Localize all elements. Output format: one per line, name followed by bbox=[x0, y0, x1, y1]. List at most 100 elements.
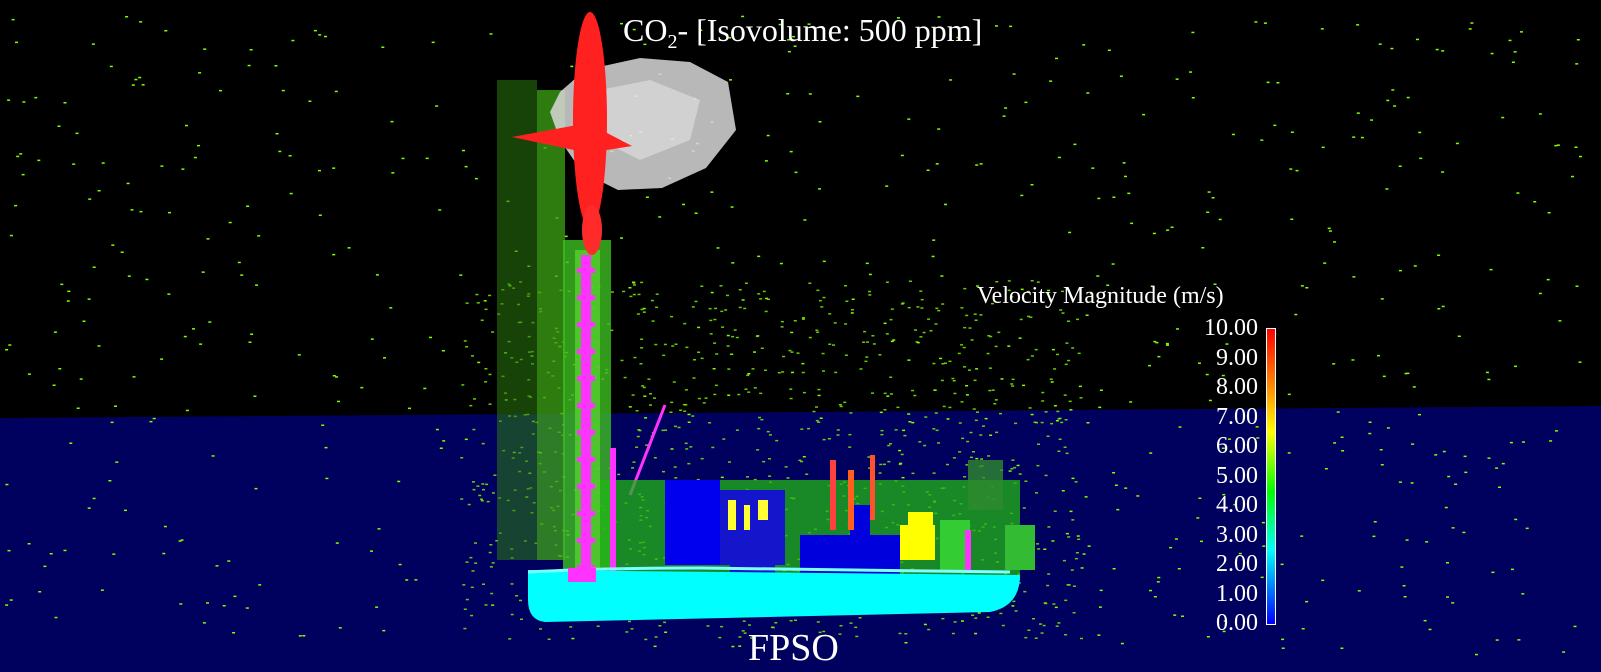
velocity-vector bbox=[215, 565, 219, 567]
velocity-vector bbox=[661, 429, 665, 432]
velocity-vector bbox=[1157, 576, 1161, 579]
velocity-vector bbox=[302, 635, 306, 637]
velocity-vector bbox=[1576, 39, 1580, 41]
velocity-vector bbox=[438, 209, 442, 211]
velocity-vector bbox=[1041, 400, 1045, 402]
velocity-vector bbox=[1080, 637, 1083, 640]
velocity-vector bbox=[638, 429, 642, 432]
velocity-vector bbox=[684, 442, 688, 445]
velocity-vector bbox=[755, 335, 759, 338]
velocity-vector bbox=[868, 467, 872, 469]
velocity-vector bbox=[1261, 521, 1265, 524]
velocity-vector bbox=[1166, 344, 1169, 346]
velocity-vector bbox=[628, 620, 631, 623]
velocity-vector bbox=[275, 133, 279, 135]
velocity-vector bbox=[480, 319, 484, 321]
velocity-vector bbox=[1019, 318, 1023, 321]
velocity-vector bbox=[75, 132, 79, 135]
velocity-vector bbox=[904, 633, 908, 635]
velocity-vector bbox=[130, 209, 134, 211]
velocity-vector bbox=[1206, 636, 1210, 638]
velocity-vector bbox=[57, 125, 61, 127]
velocity-vector bbox=[110, 421, 114, 424]
velocity-vector bbox=[865, 356, 869, 358]
velocity-vector bbox=[1051, 348, 1055, 351]
velocity-vector bbox=[1076, 535, 1080, 537]
velocity-vector bbox=[1525, 527, 1529, 530]
velocity-vector bbox=[989, 335, 993, 338]
velocity-vector bbox=[1206, 211, 1210, 213]
velocity-vector bbox=[708, 422, 712, 424]
velocity-vector bbox=[836, 429, 840, 431]
velocity-vector bbox=[237, 261, 241, 264]
velocity-vector bbox=[781, 371, 785, 373]
velocity-vector bbox=[951, 632, 955, 635]
velocity-vector bbox=[1223, 620, 1227, 622]
velocity-vector bbox=[1063, 446, 1067, 448]
velocity-vector bbox=[1372, 535, 1376, 538]
velocity-vector bbox=[683, 322, 687, 325]
velocity-vector bbox=[654, 636, 658, 638]
velocity-vector bbox=[1231, 133, 1235, 136]
velocity-vector bbox=[1413, 265, 1417, 267]
velocity-vector bbox=[1000, 378, 1004, 380]
velocity-vector bbox=[1148, 364, 1151, 367]
velocity-vector bbox=[1044, 411, 1048, 413]
velocity-vector bbox=[1491, 571, 1495, 574]
velocity-vector bbox=[1327, 227, 1331, 230]
velocity-vector bbox=[347, 247, 351, 249]
velocity-vector bbox=[655, 293, 659, 295]
velocity-vector bbox=[1271, 540, 1275, 542]
velocity-vector bbox=[727, 368, 731, 370]
velocity-vector bbox=[167, 293, 171, 295]
velocity-vector bbox=[706, 625, 710, 627]
velocity-vector bbox=[87, 507, 91, 509]
velocity-vector bbox=[789, 397, 793, 400]
velocity-vector bbox=[462, 584, 466, 586]
velocity-vector bbox=[822, 260, 826, 263]
velocity-vector bbox=[663, 343, 667, 346]
velocity-vector bbox=[1423, 619, 1427, 622]
velocity-vector bbox=[889, 376, 893, 378]
velocity-vector bbox=[868, 294, 872, 296]
velocity-vector bbox=[929, 330, 933, 332]
velocity-vector bbox=[1213, 283, 1217, 285]
velocity-vector bbox=[630, 628, 634, 630]
velocity-vector bbox=[880, 429, 884, 432]
velocity-vector bbox=[439, 447, 443, 449]
velocity-vector bbox=[53, 331, 57, 333]
velocity-vector bbox=[474, 177, 478, 180]
velocity-vector bbox=[1380, 298, 1384, 300]
velocity-vector bbox=[674, 477, 678, 479]
velocity-vector bbox=[1056, 353, 1059, 356]
velocity-vector bbox=[844, 354, 848, 356]
velocity-vector bbox=[940, 379, 944, 382]
velocity-vector bbox=[960, 401, 964, 403]
velocity-vector bbox=[1300, 535, 1304, 537]
velocity-vector bbox=[484, 604, 488, 606]
velocity-vector bbox=[519, 599, 522, 602]
velocity-vector bbox=[883, 409, 887, 411]
velocity-vector bbox=[465, 598, 469, 601]
velocity-vector bbox=[14, 204, 18, 207]
velocity-vector bbox=[894, 429, 898, 431]
velocity-vector bbox=[1391, 89, 1395, 91]
velocity-vector bbox=[834, 371, 838, 374]
velocity-vector bbox=[1178, 426, 1182, 428]
velocity-vector bbox=[935, 307, 939, 310]
velocity-vector bbox=[645, 444, 649, 446]
velocity-vector bbox=[1046, 584, 1050, 587]
velocity-vector bbox=[636, 435, 640, 438]
velocity-vector bbox=[278, 150, 282, 153]
velocity-vector bbox=[692, 377, 696, 379]
velocity-vector bbox=[1510, 568, 1514, 571]
velocity-vector bbox=[1495, 467, 1499, 469]
velocity-vector bbox=[1196, 517, 1200, 519]
velocity-vector bbox=[1106, 284, 1110, 286]
velocity-vector bbox=[632, 28, 636, 31]
velocity-vector bbox=[780, 320, 784, 323]
velocity-vector bbox=[939, 357, 943, 360]
velocity-vector bbox=[471, 570, 475, 572]
velocity-vector bbox=[1238, 552, 1242, 555]
velocity-vector bbox=[1516, 192, 1520, 194]
